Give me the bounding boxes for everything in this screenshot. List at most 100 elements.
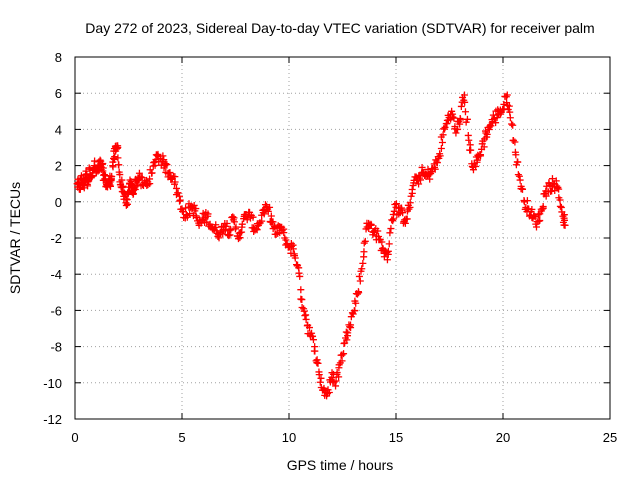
data-point <box>352 299 360 307</box>
x-tick-label: 5 <box>178 430 185 445</box>
data-point <box>333 369 341 377</box>
y-tick-label: 4 <box>55 122 62 137</box>
data-point <box>356 277 364 285</box>
data-point <box>159 152 167 160</box>
data-point <box>548 175 556 183</box>
data-point <box>119 182 127 190</box>
data-point <box>516 176 524 184</box>
y-tick-label: 6 <box>55 86 62 101</box>
data-point <box>272 230 280 238</box>
data-point <box>503 91 511 99</box>
data-point <box>154 150 162 158</box>
y-tick-label: -4 <box>50 267 62 282</box>
y-tick-label: -10 <box>43 376 62 391</box>
data-point <box>298 303 306 311</box>
data-point <box>171 178 179 186</box>
data-point <box>359 259 367 267</box>
data-point <box>426 175 434 183</box>
data-point <box>387 225 395 233</box>
y-tick-label: -6 <box>50 303 62 318</box>
data-point <box>351 307 359 315</box>
data-point <box>204 210 212 218</box>
data-point <box>370 228 378 236</box>
data-point <box>535 217 543 225</box>
data-point <box>332 377 340 385</box>
data-point <box>123 200 131 208</box>
data-point <box>316 378 324 386</box>
data-point <box>269 218 277 226</box>
data-point <box>325 388 333 396</box>
data-point <box>131 186 139 194</box>
data-point <box>480 143 488 151</box>
data-point <box>298 296 306 304</box>
data-point <box>355 272 363 280</box>
data-point <box>182 204 190 212</box>
data-point <box>297 286 305 294</box>
data-point <box>532 223 540 231</box>
data-point <box>461 98 469 106</box>
y-axis-label: SDTVAR / TECUs <box>7 182 23 294</box>
data-point <box>258 217 266 225</box>
data-point <box>456 116 464 124</box>
data-point <box>508 120 516 128</box>
data-point <box>482 129 490 137</box>
data-point <box>534 211 542 219</box>
data-point <box>511 138 519 146</box>
data-point <box>317 374 325 382</box>
data-point <box>282 236 290 244</box>
data-point <box>450 114 458 122</box>
data-point <box>172 184 180 192</box>
data-point <box>512 151 520 159</box>
y-tick-label: 2 <box>55 159 62 174</box>
data-point <box>215 234 223 242</box>
data-point <box>399 209 407 217</box>
data-point <box>358 265 366 273</box>
data-point <box>295 269 303 277</box>
data-point <box>315 371 323 379</box>
x-axis-label: GPS time / hours <box>287 457 394 473</box>
data-point <box>386 229 394 237</box>
data-point <box>467 146 475 154</box>
data-point <box>289 245 297 253</box>
data-point <box>99 164 107 172</box>
data-point <box>553 184 561 192</box>
data-point <box>166 169 174 177</box>
data-point <box>344 329 352 337</box>
data-point <box>457 102 465 110</box>
data-point <box>264 207 272 215</box>
data-point <box>392 200 400 208</box>
data-point <box>509 121 517 129</box>
data-point <box>463 115 471 123</box>
data-point <box>186 210 194 218</box>
data-point <box>536 217 544 225</box>
data-point <box>418 163 426 171</box>
data-point <box>260 210 268 218</box>
y-tick-label: 0 <box>55 195 62 210</box>
data-point <box>542 192 550 200</box>
data-point <box>338 357 346 365</box>
y-tick-label: -2 <box>50 231 62 246</box>
data-point <box>514 171 522 179</box>
data-point <box>291 254 299 262</box>
data-point <box>225 227 233 235</box>
data-point <box>401 219 409 227</box>
chart-title: Day 272 of 2023, Sidereal Day-to-day VTE… <box>85 20 594 36</box>
data-point <box>408 189 416 197</box>
data-point <box>385 240 393 248</box>
data-point <box>483 130 491 138</box>
data-point <box>127 178 135 186</box>
data-point <box>505 102 513 110</box>
data-point <box>389 217 397 225</box>
data-point <box>436 152 444 160</box>
data-point <box>176 196 184 204</box>
data-point <box>114 154 122 162</box>
data-point <box>360 239 368 247</box>
data-point <box>405 205 413 213</box>
data-point <box>439 131 447 139</box>
data-point <box>163 161 171 169</box>
data-point <box>506 114 514 122</box>
x-tick-label: 10 <box>282 430 296 445</box>
data-point <box>311 347 319 355</box>
